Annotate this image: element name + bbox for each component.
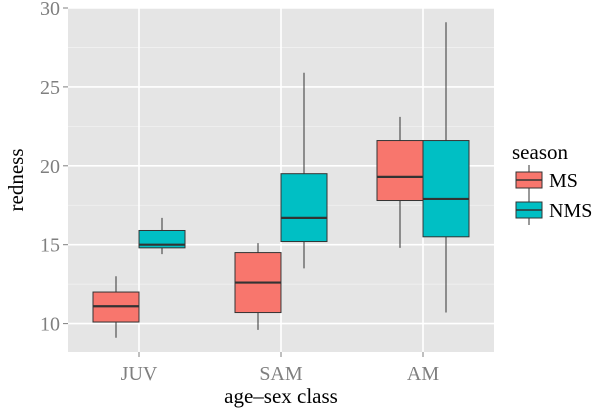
legend-title: season xyxy=(512,140,568,164)
y-tick-label: 15 xyxy=(40,235,60,257)
box-MS-SAM xyxy=(234,243,282,330)
legend-item-NMS: NMS xyxy=(515,195,592,225)
y-tick-label: 25 xyxy=(40,77,60,99)
x-axis: JUV SAM AM xyxy=(121,352,439,385)
y-tick-label: 30 xyxy=(40,0,60,20)
y-tick-label: 10 xyxy=(40,314,60,336)
x-tick-label: AM xyxy=(407,363,439,385)
x-axis-title: age–sex class xyxy=(224,384,338,408)
box-MS-AM xyxy=(376,116,424,248)
y-axis-title: redness xyxy=(4,149,28,212)
legend-item-MS: MS xyxy=(515,165,578,195)
legend-label: MS xyxy=(549,170,578,192)
box-MS-JUV xyxy=(92,276,140,338)
box-NMS-AM xyxy=(422,22,470,313)
boxes xyxy=(92,22,470,338)
y-tick-label: 20 xyxy=(40,156,60,178)
box-iqr xyxy=(138,229,186,249)
x-tick-label: JUV xyxy=(121,363,158,385)
legend-label: NMS xyxy=(549,200,592,222)
box-iqr xyxy=(422,140,470,238)
box-NMS-SAM xyxy=(280,72,328,269)
box-iqr xyxy=(280,173,328,243)
y-axis: 10 15 20 25 30 xyxy=(40,0,68,336)
box-NMS-JUV xyxy=(138,217,186,255)
legend: season MS NMS xyxy=(512,140,592,225)
box-iqr xyxy=(376,140,424,202)
x-tick-label: SAM xyxy=(259,363,303,385)
